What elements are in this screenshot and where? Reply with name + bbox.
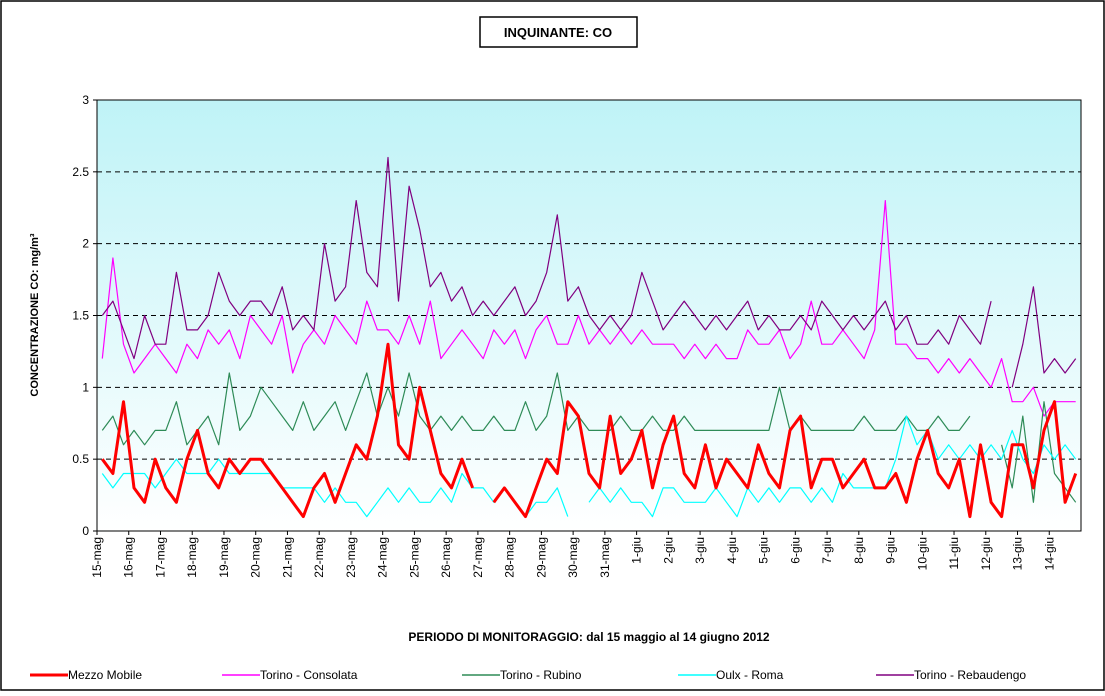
x-tick-label: 19-mag bbox=[217, 537, 231, 578]
x-tick-label: 11-giu bbox=[947, 537, 961, 569]
x-tick-label: 14-giu bbox=[1042, 537, 1056, 570]
title-box bbox=[479, 16, 638, 48]
legend-label: Oulx - Roma bbox=[716, 668, 784, 682]
x-tick-label: 2-giu bbox=[661, 537, 675, 564]
series-line bbox=[101, 415, 1077, 518]
x-tick-label: 8-giu bbox=[852, 537, 866, 564]
x-tick-label: 20-mag bbox=[249, 537, 263, 578]
series-line bbox=[101, 200, 1076, 417]
y-tick-label: 2 bbox=[82, 237, 89, 251]
x-tick-label: 13-giu bbox=[1011, 537, 1025, 570]
x-tick-label: 5-giu bbox=[757, 537, 771, 564]
x-tick-label: 9-giu bbox=[884, 537, 898, 564]
x-tick-label: 31-mag bbox=[598, 537, 612, 578]
x-tick-label: 15-mag bbox=[90, 537, 104, 578]
legend-label: Torino - Consolata bbox=[260, 668, 358, 682]
x-tick-label: 10-giu bbox=[915, 537, 929, 570]
legend-label: Torino - Rebaudengo bbox=[914, 668, 1026, 682]
y-tick-label: 0 bbox=[82, 524, 89, 538]
series-line bbox=[101, 156, 1077, 388]
y-tick-label: 1.5 bbox=[72, 309, 89, 323]
x-tick-label: 4-giu bbox=[725, 537, 739, 564]
x-tick-label: 7-giu bbox=[820, 537, 834, 564]
legend-label: Torino - Rubino bbox=[500, 668, 582, 682]
x-tick-label: 3-giu bbox=[693, 537, 707, 564]
x-tick-label: 1-giu bbox=[630, 537, 644, 564]
x-tick-label: 12-giu bbox=[979, 537, 993, 570]
x-tick-label: 27-mag bbox=[471, 537, 485, 578]
y-tick-label: 1 bbox=[82, 380, 89, 394]
x-tick-label: 25-mag bbox=[407, 537, 421, 578]
x-axis-title: PERIODO DI MONITORAGGIO: dal 15 maggio a… bbox=[408, 630, 770, 644]
x-tick-label: 28-mag bbox=[503, 537, 517, 578]
x-tick-label: 23-mag bbox=[344, 537, 358, 578]
y-tick-label: 0.5 bbox=[72, 452, 89, 466]
x-tick-label: 18-mag bbox=[185, 537, 199, 578]
x-tick-label: 30-mag bbox=[566, 537, 580, 578]
y-axis-title: CONCENTRAZIONE CO: mg/m³ bbox=[29, 233, 41, 397]
x-tick-label: 22-mag bbox=[312, 537, 326, 578]
chart-title: INQUINANTE: CO bbox=[504, 25, 612, 40]
x-tick-label: 26-mag bbox=[439, 537, 453, 578]
x-tick-label: 21-mag bbox=[280, 537, 294, 578]
series-line bbox=[101, 342, 1078, 519]
x-tick-label: 6-giu bbox=[788, 537, 802, 564]
x-tick-label: 17-mag bbox=[153, 537, 167, 578]
y-tick-label: 3 bbox=[82, 93, 89, 107]
x-tick-label: 24-mag bbox=[376, 537, 390, 578]
x-tick-label: 29-mag bbox=[534, 537, 548, 578]
x-tick-label: 16-mag bbox=[122, 537, 136, 578]
y-tick-label: 2.5 bbox=[72, 165, 89, 179]
legend-label: Mezzo Mobile bbox=[68, 668, 142, 682]
